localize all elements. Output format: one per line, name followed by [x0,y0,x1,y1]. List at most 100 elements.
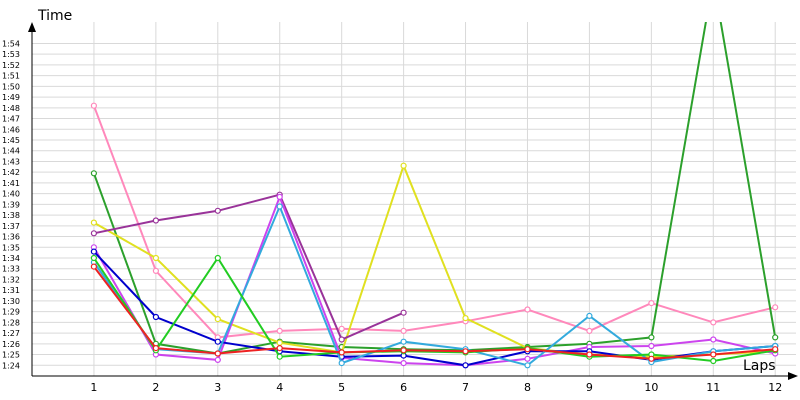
data-point [152,267,159,274]
grid-lines [32,22,796,376]
data-point [462,315,469,322]
data-point [276,203,283,210]
data-point [586,327,593,334]
data-point [524,346,531,353]
series-2 [90,22,779,357]
series-line [93,194,776,367]
y-tick-label: 1:39 [2,200,20,209]
data-point [214,350,221,357]
data-point [524,306,531,313]
y-tick-label: 1:46 [2,125,20,134]
data-point [214,254,221,262]
y-tick-label: 1:27 [2,329,20,338]
series-line [92,105,776,339]
x-tick-labels: 1 2 3 4 5 6 7 8 9 10 11 12 [90,381,782,394]
y-tick-label: 1:48 [2,104,20,113]
series-3 [90,162,779,360]
data-point [710,319,717,326]
series-layer [90,22,779,369]
y-tick-label: 1:44 [2,147,20,156]
y-tick-label: 1:30 [2,297,20,306]
data-point [90,254,98,262]
data-point [276,345,283,352]
data-point [462,362,469,369]
y-tick-label: 1:49 [2,93,20,102]
data-point [400,327,407,334]
y-tick-label: 1:54 [2,39,20,48]
y-tick-label: 1:32 [2,275,20,284]
x-axis-title: Laps [743,358,776,374]
y-tick-label: 1:47 [2,115,20,124]
data-point [152,254,159,262]
y-tick-label: 1:24 [2,361,20,370]
data-point [90,263,98,270]
y-tick-label: 1:26 [2,340,20,349]
y-axis-arrow-icon [28,22,36,32]
series-line [93,203,776,367]
data-point [90,102,98,109]
y-tick-label: 1:37 [2,222,20,231]
series-1 [90,102,779,341]
data-point [90,170,98,177]
y-tick-label: 1:33 [2,265,20,274]
data-point [90,219,98,226]
y-tick-label: 1:41 [2,179,20,188]
x-tick-label: 7 [462,381,469,394]
series-5 [90,193,779,369]
y-tick-label: 1:53 [2,50,20,59]
x-tick-label: 8 [524,381,531,394]
x-tick-label: 4 [276,381,283,394]
data-point [90,248,98,255]
data-point [648,342,655,350]
data-point [276,193,283,200]
data-point [586,351,593,358]
data-point [152,217,159,224]
data-point [400,338,407,345]
x-tick-label: 12 [768,381,782,394]
series-line [93,162,776,358]
data-point [462,348,469,355]
x-tick-label: 9 [586,381,593,394]
y-tick-label: 1:51 [2,72,20,81]
data-point [214,338,221,345]
y-tick-label: 1:31 [2,286,20,295]
data-point [338,360,345,367]
data-point [214,207,221,214]
data-point [710,357,717,365]
series-line [93,256,776,363]
data-point [152,345,159,352]
data-point [338,325,345,332]
y-tick-label: 1:28 [2,318,20,327]
y-tick-labels: 1:241:25 1:26 1:27 1:281:29 1:30 1:31 1:321:33… [2,39,20,370]
data-point [400,360,407,367]
data-point [710,336,717,343]
y-tick-label: 1:42 [2,168,20,177]
data-point [276,339,283,346]
data-point [214,316,221,323]
data-point [276,327,283,334]
y-tick-label: 1:29 [2,308,20,317]
data-point [524,355,531,362]
data-point [648,334,655,341]
y-tick-label: 1:36 [2,233,20,242]
y-tick-label: 1:45 [2,136,20,145]
x-tick-label: 1 [90,381,97,394]
series-9 [90,263,779,362]
y-tick-label: 1:52 [2,61,20,70]
data-point [152,313,159,321]
x-tick-label: 11 [706,381,720,394]
y-tick-label: 1:40 [2,190,20,199]
data-point [276,353,283,360]
y-tick-label: 1:38 [2,211,20,220]
axes: Time Laps [28,8,798,380]
data-point [772,346,779,353]
x-tick-label: 2 [152,381,159,394]
series-line [93,265,776,360]
data-point [710,351,717,358]
series-line [93,193,404,341]
x-tick-label: 10 [644,381,658,394]
data-point [214,356,221,363]
data-point [90,230,98,237]
data-point [648,355,655,362]
data-point [648,300,655,307]
